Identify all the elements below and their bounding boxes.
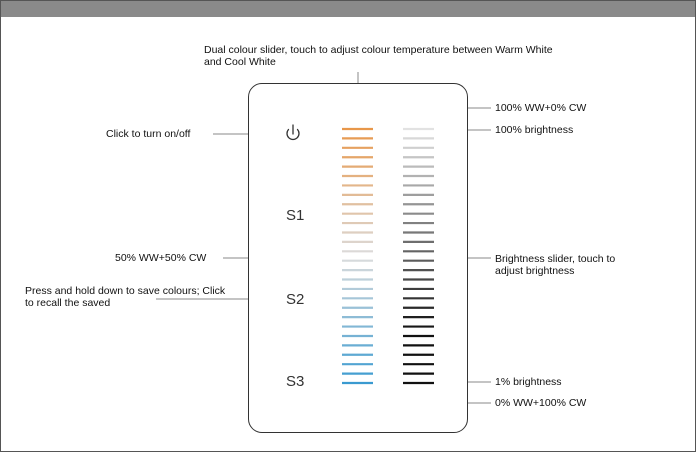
scene-note-label: Press and hold down to save colours; Cli… bbox=[25, 285, 226, 309]
scene-key-s3[interactable]: S3 bbox=[286, 373, 305, 390]
scene-key-s1[interactable]: S1 bbox=[286, 207, 305, 224]
header-bar bbox=[1, 1, 695, 17]
colour-temperature-slider[interactable] bbox=[342, 127, 373, 385]
power-icon[interactable] bbox=[286, 124, 300, 141]
scene-key-s2[interactable]: S2 bbox=[286, 291, 305, 308]
mid-mix-label: 50% WW+50% CW bbox=[115, 252, 207, 264]
brightness-note-label: Brightness slider, touch to adjust brigh… bbox=[495, 253, 616, 277]
top-mix-label: 100% WW+0% CW bbox=[495, 102, 587, 114]
power-note-label: Click to turn on/off bbox=[106, 128, 191, 140]
brightness-slider[interactable] bbox=[403, 127, 434, 385]
min-brightness-label: 1% brightness bbox=[495, 376, 562, 388]
bottom-mix-label: 0% WW+100% CW bbox=[495, 397, 587, 409]
top-note-label: Dual colour slider, touch to adjust colo… bbox=[204, 44, 553, 68]
max-brightness-label: 100% brightness bbox=[495, 124, 574, 136]
